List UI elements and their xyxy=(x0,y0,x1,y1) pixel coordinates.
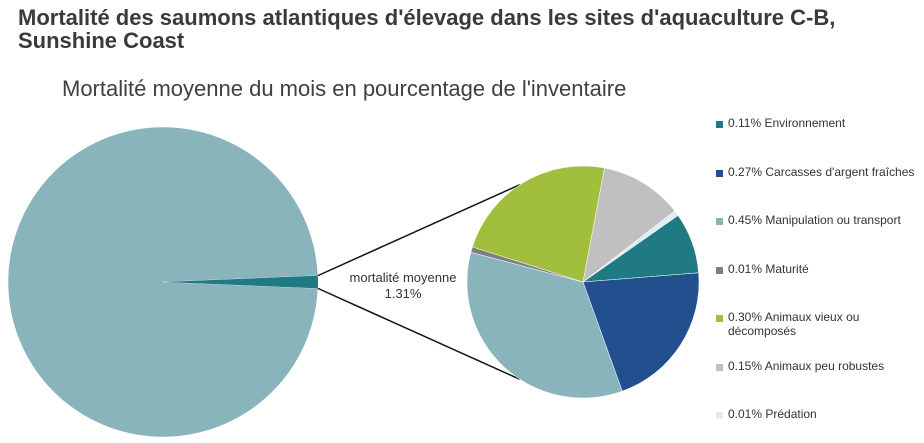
main-pie xyxy=(8,127,318,437)
legend-swatch xyxy=(716,170,723,177)
legend-label: 0.15% Animaux peu robustes xyxy=(728,359,924,373)
legend-swatch xyxy=(716,315,723,322)
average-mortality-label: mortalité moyenne 1.31% xyxy=(332,270,474,302)
legend-label: 0.27% Carcasses d'argent fraîches xyxy=(728,165,924,179)
legend-swatch xyxy=(716,412,723,419)
legend-swatch xyxy=(716,364,723,371)
legend-label: 0.11% Environnement xyxy=(728,116,924,130)
average-mortality-caption: mortalité moyenne xyxy=(332,270,474,286)
average-mortality-value: 1.31% xyxy=(332,286,474,302)
legend-swatch xyxy=(716,267,723,274)
legend-swatch xyxy=(716,121,723,128)
legend-label: 0.45% Manipulation ou transport xyxy=(728,213,924,227)
breakdown-pie xyxy=(467,166,699,398)
legend-swatch xyxy=(716,218,723,225)
legend-label: 0.01% Prédation xyxy=(728,407,924,421)
legend-label: 0.30% Animaux vieux ou décomposés xyxy=(728,310,924,338)
legend-label: 0.01% Maturité xyxy=(728,262,924,276)
